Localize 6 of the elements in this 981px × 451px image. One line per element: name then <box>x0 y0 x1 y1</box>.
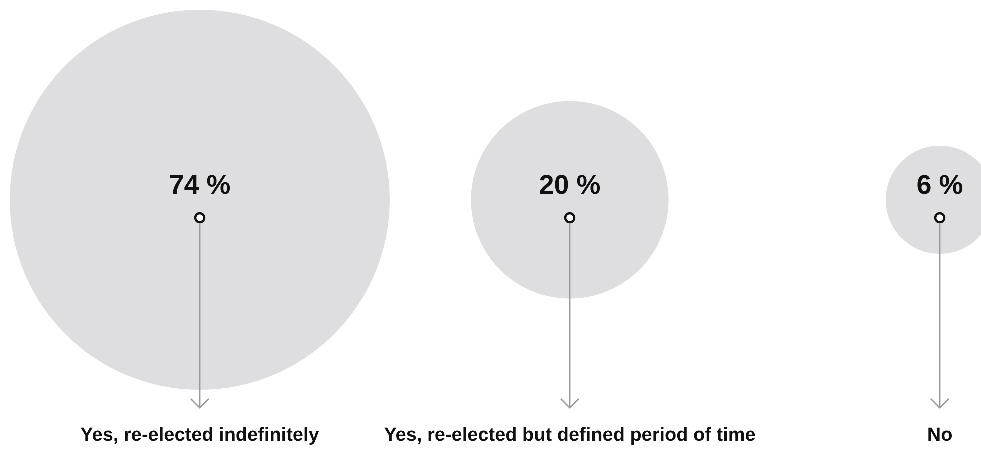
category-label: No <box>927 425 953 446</box>
category-label: Yes, re-elected but defined period of time <box>384 425 756 446</box>
data-label: 74 % <box>169 170 231 200</box>
category-label: Yes, re-elected indefinitely <box>80 425 320 446</box>
data-label: 6 % <box>916 170 964 200</box>
data-label: 20 % <box>539 170 601 200</box>
